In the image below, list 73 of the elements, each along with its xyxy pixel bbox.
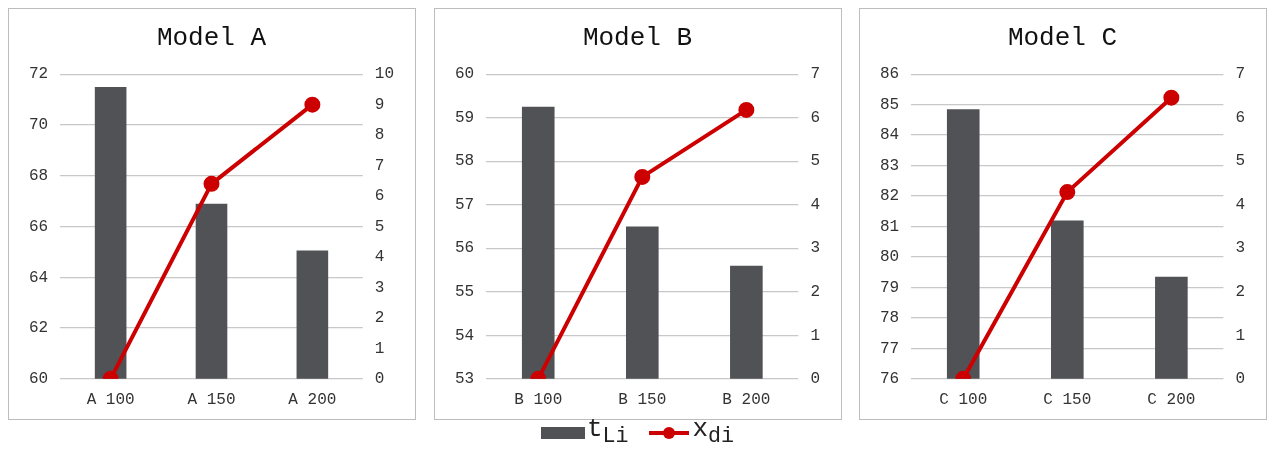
y-tick-label: 60 <box>29 370 49 389</box>
x-tick-label: A 100 <box>86 390 135 409</box>
x-tick-label: C 150 <box>1043 390 1092 409</box>
y2-tick-label: 3 <box>809 239 820 258</box>
y-tick-label: 86 <box>880 65 900 84</box>
y-tick-label: 68 <box>29 166 49 185</box>
y2-tick-label: 5 <box>809 152 820 171</box>
y2-tick-label: 3 <box>1235 239 1246 258</box>
chart-title: Model C <box>1007 23 1118 54</box>
y2-tick-label: 2 <box>1235 283 1246 302</box>
y2-tick-label: 0 <box>809 370 820 389</box>
y2-tick-label: 6 <box>374 187 385 206</box>
y-tick-label: 55 <box>454 283 474 302</box>
x-tick-label: C 200 <box>1147 390 1196 409</box>
y2-tick-label: 1 <box>1235 326 1246 345</box>
y2-tick-label: 0 <box>374 370 385 389</box>
y2-tick-label: 8 <box>374 126 385 145</box>
y-tick-label: 81 <box>880 217 900 236</box>
point <box>203 175 220 192</box>
point <box>1059 184 1076 201</box>
y-tick-label: 82 <box>880 187 900 206</box>
y2-tick-label: 0 <box>1235 370 1246 389</box>
point <box>1163 89 1180 106</box>
y-tick-label: 80 <box>880 248 900 267</box>
y2-tick-label: 5 <box>1235 152 1246 171</box>
y-tick-label: 62 <box>29 319 49 338</box>
y2-tick-label: 2 <box>809 283 820 302</box>
y-tick-label: 54 <box>454 326 474 345</box>
y-tick-label: 79 <box>880 278 900 297</box>
legend-label: x$_{di}$ <box>692 413 735 450</box>
y2-tick-label: 4 <box>1235 195 1246 214</box>
chart-title: Model B <box>582 23 692 54</box>
y2-tick-label: 10 <box>374 65 394 84</box>
y-tick-label: 70 <box>29 116 49 135</box>
y-tick-label: 76 <box>880 370 900 389</box>
x-tick-label: B 150 <box>617 390 666 409</box>
y-tick-label: 53 <box>454 370 474 389</box>
y-tick-label: 84 <box>880 126 900 145</box>
y2-tick-label: 6 <box>809 108 820 127</box>
y2-tick-label: 6 <box>1235 108 1246 127</box>
y-tick-label: 56 <box>454 239 474 258</box>
x-tick-label: B 100 <box>513 390 562 409</box>
x-tick-label: A 200 <box>288 390 337 409</box>
y-tick-label: 72 <box>29 65 49 84</box>
y2-tick-label: 4 <box>809 195 820 214</box>
x-tick-label: A 150 <box>187 390 236 409</box>
x-tick-label: B 200 <box>721 390 770 409</box>
y-tick-label: 57 <box>454 195 474 214</box>
point <box>633 168 650 185</box>
y2-tick-label: 1 <box>809 326 820 345</box>
y2-tick-label: 9 <box>374 95 385 114</box>
y2-tick-label: 5 <box>374 217 385 236</box>
y-tick-label: 59 <box>454 108 474 127</box>
y-tick-label: 60 <box>454 65 474 84</box>
y2-tick-label: 2 <box>374 309 385 328</box>
y2-tick-label: 1 <box>374 339 385 358</box>
point <box>304 96 321 113</box>
y2-tick-label: 3 <box>374 278 385 297</box>
y-tick-label: 77 <box>880 339 900 358</box>
y2-tick-label: 4 <box>374 248 385 267</box>
point <box>737 101 754 118</box>
y-tick-label: 66 <box>29 217 49 236</box>
y2-tick-label: 7 <box>374 156 385 175</box>
x-tick-label: C 100 <box>939 390 988 409</box>
y-tick-label: 58 <box>454 152 474 171</box>
chart-title: Model A <box>156 23 267 54</box>
y-tick-label: 78 <box>880 309 900 328</box>
y2-tick-label: 7 <box>809 65 820 84</box>
y-tick-label: 85 <box>880 95 900 114</box>
y-tick-label: 64 <box>29 268 49 287</box>
y2-tick-label: 7 <box>1235 65 1246 84</box>
legend-label: t$_{Li}$ <box>586 413 629 450</box>
y-tick-label: 83 <box>880 156 900 175</box>
